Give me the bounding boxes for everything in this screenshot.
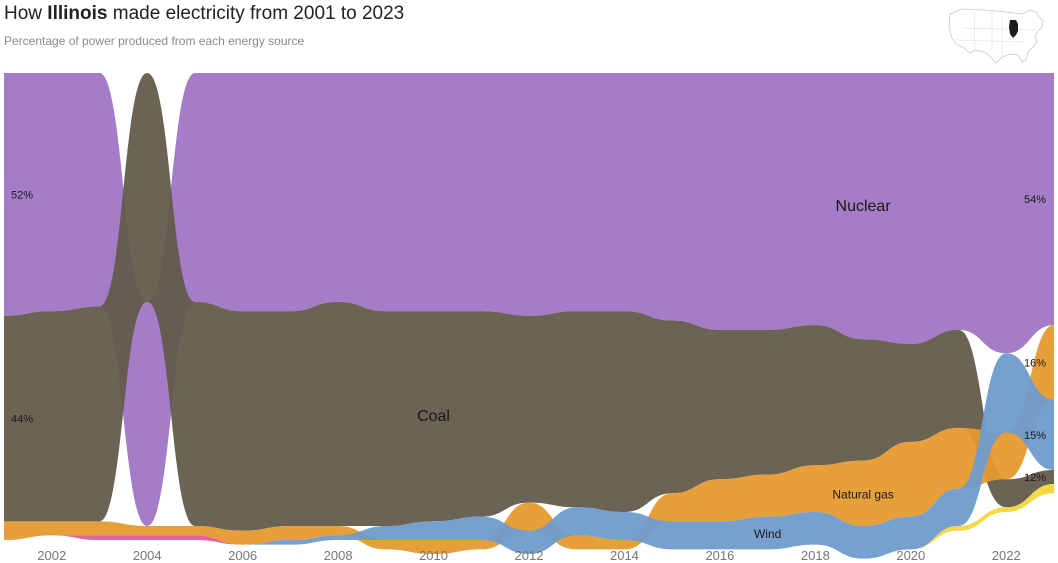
labels-layer: Nuclear Coal Natural gas Wind 52% 44% 54% 16% 15… — [11, 189, 1046, 541]
x-tick-label: 2002 — [37, 548, 66, 563]
x-tick-label: 2014 — [610, 548, 639, 563]
x-tick-label: 2016 — [705, 548, 734, 563]
x-tick-label: 2010 — [419, 548, 448, 563]
chart-title: How Illinois made electricity from 2001 … — [4, 3, 404, 25]
series-label-coal: Coal — [417, 408, 450, 425]
x-tick-label: 2018 — [801, 548, 830, 563]
x-tick-label: 2004 — [133, 548, 162, 563]
x-tick-label: 2020 — [896, 548, 925, 563]
us-map-illinois-highlighted-icon — [948, 8, 1044, 64]
x-tick-label: 2022 — [992, 548, 1021, 563]
series-label-wind: Wind — [754, 527, 781, 541]
title-suffix: made electricity from 2001 to 2023 — [107, 3, 405, 24]
value-label-nuclear-2001: 52% — [11, 189, 33, 201]
areas-layer — [4, 73, 1054, 559]
value-label-wind-2023: 15% — [1024, 430, 1046, 442]
value-label-coal-2001: 44% — [11, 414, 33, 426]
value-label-natural-gas-2023: 16% — [1024, 358, 1046, 370]
series-label-nuclear: Nuclear — [836, 198, 892, 215]
x-tick-label: 2006 — [228, 548, 257, 563]
value-label-nuclear-2023: 54% — [1024, 194, 1046, 206]
value-label-coal-2023: 12% — [1024, 472, 1046, 484]
chart-subtitle: Percentage of power produced from each e… — [4, 34, 305, 48]
x-tick-label: 2008 — [324, 548, 353, 563]
area-natural-gas — [4, 325, 1054, 555]
series-label-natural-gas: Natural gas — [832, 487, 893, 501]
title-prefix: How — [4, 3, 48, 24]
area-nuclear — [4, 73, 1054, 526]
area-coal — [4, 73, 1054, 531]
title-state: Illinois — [47, 3, 108, 24]
x-tick-label: 2012 — [515, 548, 544, 563]
x-axis: 2002 2004 2006 2008 2010 2012 2014 2016 2018 2020… — [37, 548, 1020, 563]
